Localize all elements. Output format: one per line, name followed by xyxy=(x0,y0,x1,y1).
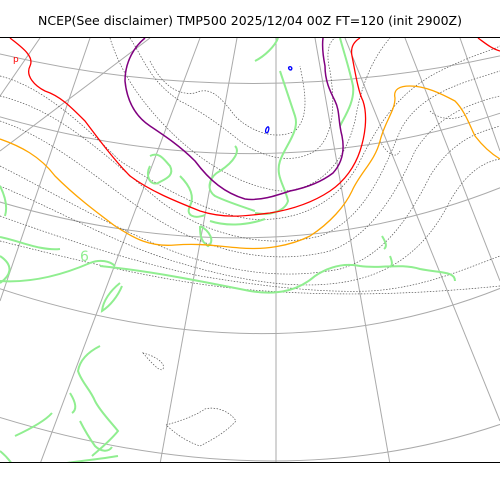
map-title: NCEP(See disclaimer) TMP500 2025/12/04 0… xyxy=(38,13,462,28)
coastlines xyxy=(0,38,456,462)
coastline xyxy=(381,235,387,250)
coastline xyxy=(339,38,355,127)
map-frame: p 6 xyxy=(0,37,500,463)
meridian-line xyxy=(159,38,238,462)
meridian-line xyxy=(404,38,500,282)
blue-isotherm xyxy=(264,126,270,134)
latitude-circle xyxy=(0,187,500,239)
meridian-line xyxy=(0,38,41,97)
red-isotherm xyxy=(9,38,367,217)
coastline xyxy=(254,70,297,215)
dotted-isotherm xyxy=(429,110,471,119)
coastline xyxy=(0,450,12,462)
latitude-circle xyxy=(0,287,500,334)
coastline xyxy=(254,38,279,62)
red-p-label: p xyxy=(13,55,19,65)
meridian-line xyxy=(0,38,91,302)
meridian-line xyxy=(314,38,391,462)
orange-isotherm xyxy=(0,85,500,250)
blue-isotherm xyxy=(287,66,293,71)
map-canvas: p 6 xyxy=(0,38,500,462)
coastline xyxy=(99,263,456,294)
meridian-line xyxy=(0,38,151,152)
meridian-line xyxy=(459,38,500,152)
meridian-line xyxy=(344,38,500,422)
coastline xyxy=(76,345,120,457)
dotted-isotherm xyxy=(0,95,500,258)
coastline xyxy=(100,282,123,313)
latitude-circle xyxy=(0,112,500,155)
latitude-circle xyxy=(0,53,500,84)
dotted-isotherm xyxy=(149,60,306,136)
coastline xyxy=(66,455,119,462)
coastline xyxy=(389,255,393,268)
green-6-label: 6 xyxy=(80,249,89,265)
dotted-isotherm xyxy=(0,125,500,275)
dotted-isotherm xyxy=(379,140,401,156)
latitude-circle xyxy=(0,416,500,462)
coastline xyxy=(69,392,77,414)
coastline xyxy=(0,185,8,217)
meridian-line xyxy=(40,38,201,462)
dotted-isotherm xyxy=(0,45,500,220)
dotted-isotherm xyxy=(0,215,500,292)
dotted-isotherm xyxy=(0,158,500,286)
graticule xyxy=(0,38,500,462)
coastline xyxy=(208,145,256,212)
dotted-isotherm xyxy=(109,38,391,192)
red-isotherm xyxy=(477,38,500,52)
coastline xyxy=(0,236,61,251)
coastline xyxy=(179,175,206,218)
coastline xyxy=(147,153,173,185)
coastline xyxy=(199,225,213,248)
dotted-isotherm xyxy=(129,38,336,159)
coastline xyxy=(14,412,53,437)
dotted-isotherm xyxy=(165,407,237,447)
coastline xyxy=(79,420,113,452)
purple-isotherm xyxy=(124,38,344,201)
dotted-isotherms xyxy=(0,38,500,447)
dotted-isotherm xyxy=(142,352,164,371)
coastline xyxy=(209,218,266,226)
coastline xyxy=(0,259,116,283)
